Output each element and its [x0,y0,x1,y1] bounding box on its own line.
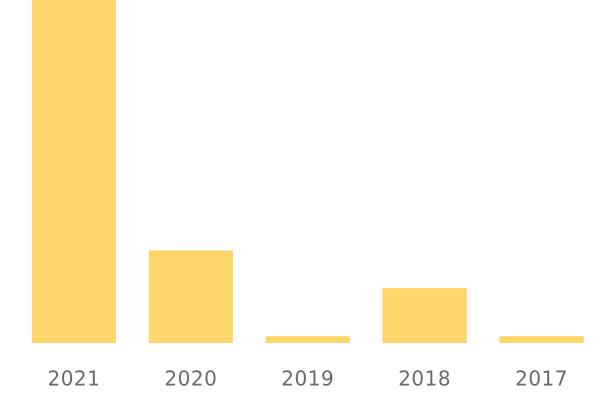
x-tick-label: 2020 [164,367,217,391]
bar [265,336,350,343]
bar [31,0,117,343]
x-tick-label: 2021 [47,367,100,391]
bar [382,288,467,343]
bar [148,250,233,343]
x-tick-label: 2017 [515,367,568,391]
x-tick-label: 2018 [398,367,451,391]
bar [499,336,584,343]
x-tick-label: 2019 [281,367,334,391]
